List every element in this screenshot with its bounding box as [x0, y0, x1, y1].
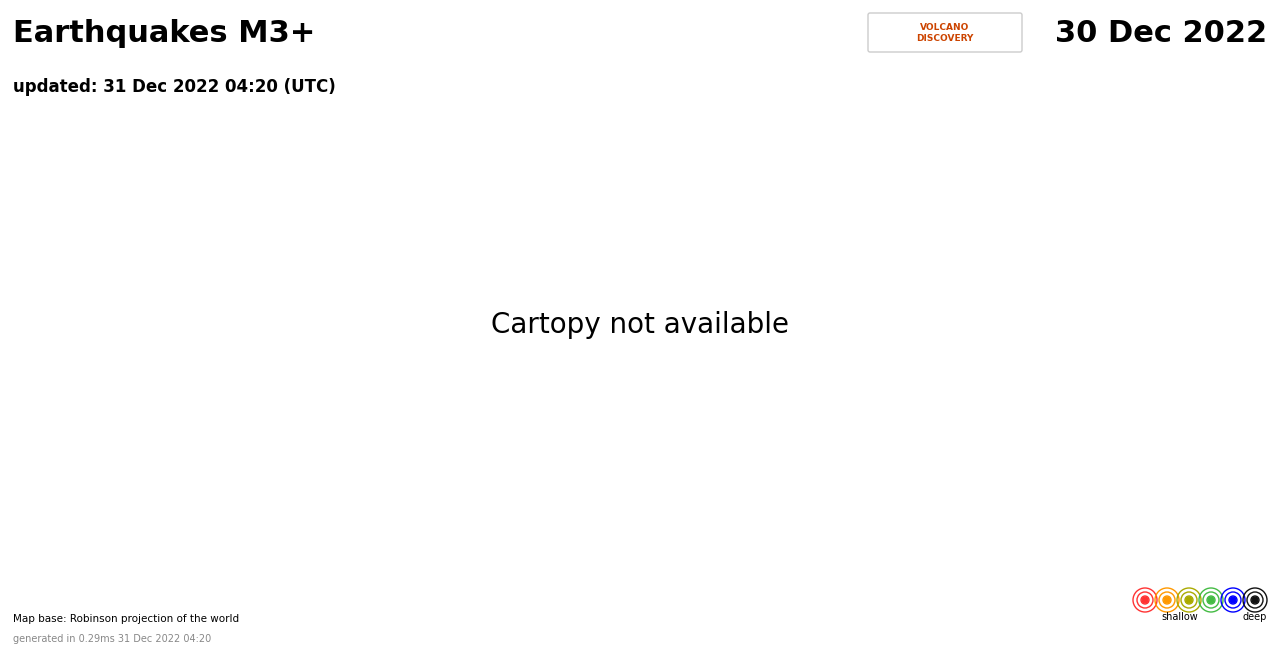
Text: generated in 0.29ms 31 Dec 2022 04:20: generated in 0.29ms 31 Dec 2022 04:20: [13, 634, 211, 644]
Circle shape: [1230, 597, 1236, 603]
Circle shape: [1187, 597, 1192, 603]
FancyBboxPatch shape: [868, 13, 1021, 52]
Text: 30 Dec 2022: 30 Dec 2022: [1055, 20, 1267, 49]
Text: VOLCANO
DISCOVERY: VOLCANO DISCOVERY: [916, 23, 974, 43]
Text: Cartopy not available: Cartopy not available: [492, 311, 788, 339]
Circle shape: [1208, 597, 1213, 603]
Circle shape: [1142, 597, 1148, 603]
Text: Earthquakes M3+: Earthquakes M3+: [13, 20, 315, 49]
Circle shape: [1164, 597, 1170, 603]
Text: Map base: Robinson projection of the world: Map base: Robinson projection of the wor…: [13, 614, 239, 624]
Text: shallow: shallow: [1162, 612, 1198, 622]
Circle shape: [1252, 597, 1258, 603]
Text: deep: deep: [1243, 612, 1267, 622]
Text: updated: 31 Dec 2022 04:20 (UTC): updated: 31 Dec 2022 04:20 (UTC): [13, 78, 335, 96]
